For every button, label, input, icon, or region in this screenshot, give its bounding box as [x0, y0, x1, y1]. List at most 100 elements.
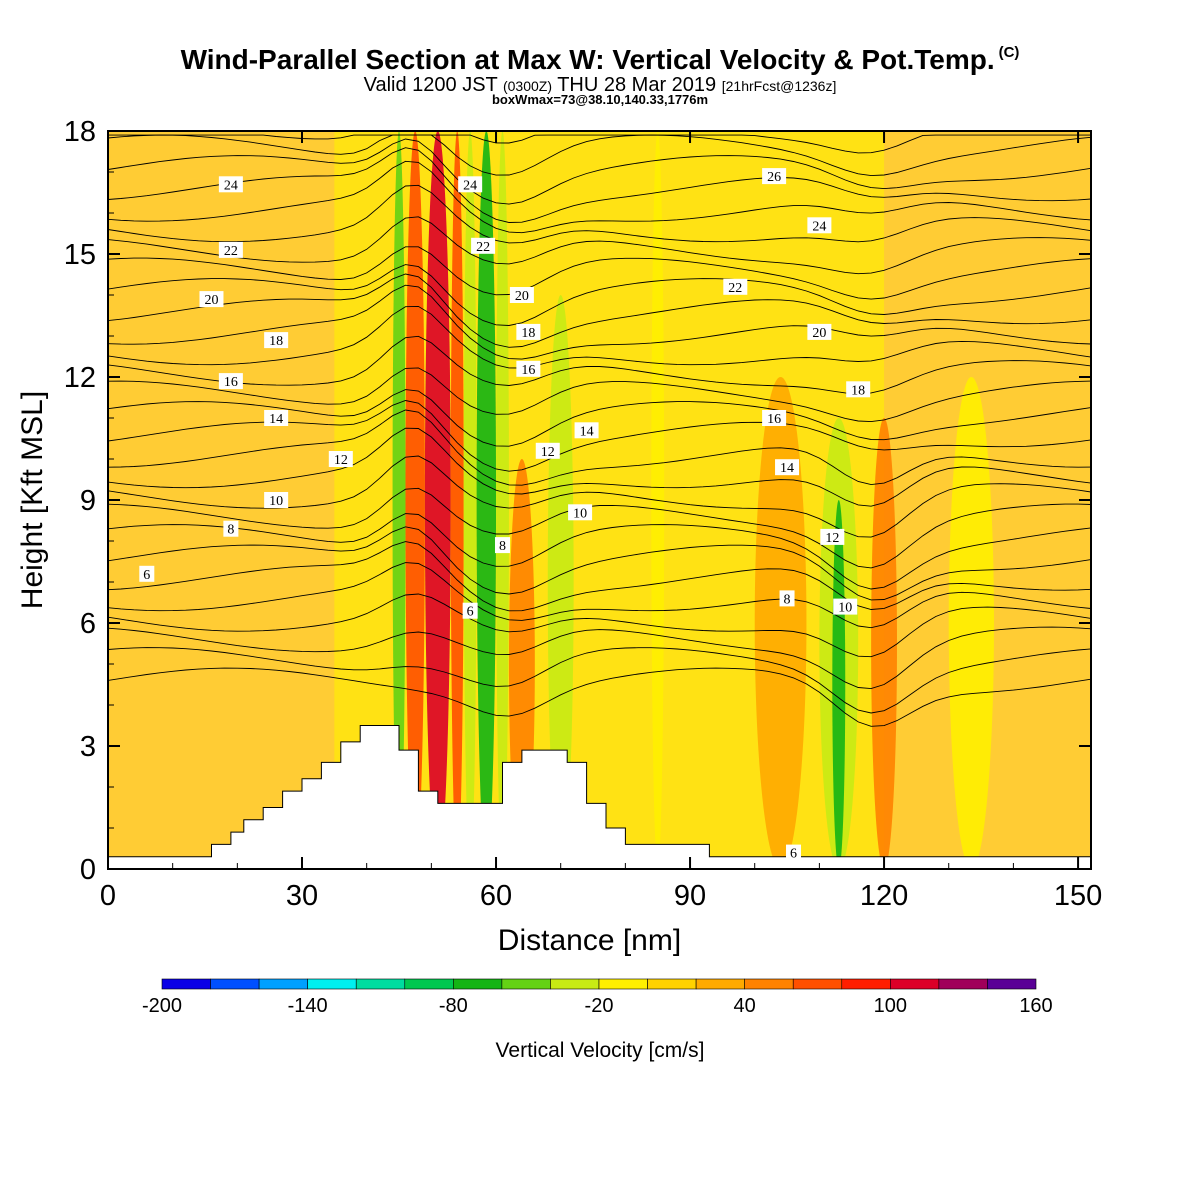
colorbar-tick-label: 40 [734, 995, 756, 1017]
contour-label-text: 24 [812, 219, 826, 234]
colorbar-swatch [355, 978, 406, 990]
contour-label-text: 10 [269, 494, 283, 509]
theta-line-14 [108, 367, 1091, 423]
colorbar-swatch [501, 978, 551, 990]
forecast-info: [21hrFcst@1236z] [721, 78, 837, 94]
contour-label-23: 20 [807, 323, 832, 341]
contour-label-bg [223, 520, 239, 537]
contour-label-text: 6 [143, 568, 150, 583]
contour-label-9: 6 [139, 565, 155, 583]
contour-label-bg [535, 442, 560, 459]
contour-label-text: 26 [767, 170, 781, 185]
contour-label-text: 16 [767, 412, 781, 427]
contour-label-bg [807, 323, 832, 340]
boxwmax-line: boxWmax=73@38.10,140.33,1776m [491, 92, 709, 107]
velocity-band-13 [871, 418, 897, 869]
contour-label-bg [139, 565, 155, 582]
contour-label-15: 14 [574, 422, 599, 439]
theta-line-7 [108, 513, 1091, 590]
theta-line-19 [108, 264, 1091, 326]
y-tick-label: 15 [64, 239, 96, 271]
contour-label-4: 16 [218, 373, 243, 390]
colorbar-swatch [987, 978, 1037, 990]
colorbar-label: Vertical Velocity [cm/s] [496, 1039, 705, 1062]
contour-label-6: 12 [328, 451, 353, 468]
terrain-profile [108, 725, 1091, 869]
theta-line-15 [108, 335, 1091, 395]
theta-line-2 [108, 626, 1091, 690]
contour-label-text: 8 [784, 592, 791, 607]
contour-label-bg [516, 360, 541, 377]
contour-label-19: 6 [462, 602, 478, 620]
valid-prefix: Valid 1200 JST [363, 74, 498, 96]
y-tick-label: 12 [64, 362, 96, 394]
x-tick-label: 120 [860, 880, 908, 912]
contour-label-bg [462, 602, 478, 619]
contour-label-text: 18 [851, 383, 865, 398]
colorbar-tick-label: 100 [874, 995, 907, 1017]
contour-label-0: 24 [218, 176, 243, 193]
contour-label-text: 8 [227, 523, 234, 538]
contour-label-bg [471, 237, 496, 254]
contour-label-11: 22 [471, 237, 496, 255]
contour-label-22: 22 [723, 278, 748, 296]
y-tick-label: 18 [64, 116, 96, 148]
theta-line-5 [108, 541, 1091, 612]
contour-label-bg [328, 451, 353, 467]
y-axis-label: Height [Kft MSL] [16, 391, 49, 609]
theta-line-0 [108, 667, 1091, 727]
contour-label-bg [218, 373, 243, 390]
colorbar-swatch [695, 978, 745, 990]
contour-label-bg [833, 598, 858, 615]
contour-label-text: 10 [573, 506, 587, 521]
x-axis-label: Distance [nm] [498, 924, 681, 957]
contour-label-1: 22 [218, 241, 243, 259]
theta-line-8 [108, 487, 1091, 569]
colorbar-swatch [307, 978, 357, 990]
colorbar-swatch [647, 978, 697, 990]
colorbar-swatch [550, 978, 600, 990]
contour-label-30: 6 [786, 844, 802, 862]
contour-label-2: 20 [199, 291, 224, 308]
contour-label-3: 18 [264, 332, 289, 349]
x-tick-label: 90 [674, 880, 706, 912]
contour-label-bg [264, 492, 289, 508]
colorbar-tick-label: 160 [1019, 995, 1052, 1017]
contour-label-bg [568, 504, 593, 521]
velocity-band-5 [476, 131, 497, 869]
x-tick-label: 30 [286, 880, 318, 912]
contour-label-text: 16 [521, 363, 535, 378]
contour-label-text: 12 [825, 531, 839, 546]
colorbar-swatch [598, 978, 648, 990]
contour-label-26: 14 [775, 459, 800, 476]
colorbar-swatch [938, 978, 988, 990]
valid-utc: (0300Z) [502, 78, 553, 94]
colorbar-swatch [210, 978, 260, 990]
velocity-band-8 [547, 295, 574, 869]
theta-line-1 [108, 647, 1091, 714]
velocity-shading [108, 131, 1091, 869]
contour-label-text: 6 [790, 847, 797, 862]
colorbar-tick-label: -140 [288, 995, 328, 1017]
theta-line-18 [108, 273, 1091, 348]
contour-label-bg [786, 844, 802, 861]
contour-label-14: 16 [516, 360, 541, 378]
velocity-band-12 [832, 500, 846, 869]
contour-label-17: 10 [568, 504, 593, 521]
contour-label-bg [762, 410, 787, 426]
theta-line-23 [108, 160, 1091, 234]
contour-label-text: 20 [812, 326, 826, 341]
colorbar-swatch [258, 978, 308, 990]
theta-line-24 [108, 147, 1091, 223]
chart-title: Wind-Parallel Section at Max W: Vertical… [0, 44, 1200, 76]
contour-label-text: 18 [521, 326, 535, 341]
contour-label-16: 12 [535, 442, 560, 460]
contour-label-bg [458, 176, 483, 193]
contour-label-bg [574, 422, 599, 439]
valid-time-line: Valid 1200 JST (0300Z) THU 28 Mar 2019 [… [0, 74, 1200, 97]
chart-title-mark: (C) [998, 44, 1020, 61]
contour-label-text: 18 [269, 334, 283, 349]
theta-line-22 [108, 184, 1091, 244]
contour-label-text: 14 [580, 424, 594, 439]
velocity-band-3 [450, 131, 464, 869]
